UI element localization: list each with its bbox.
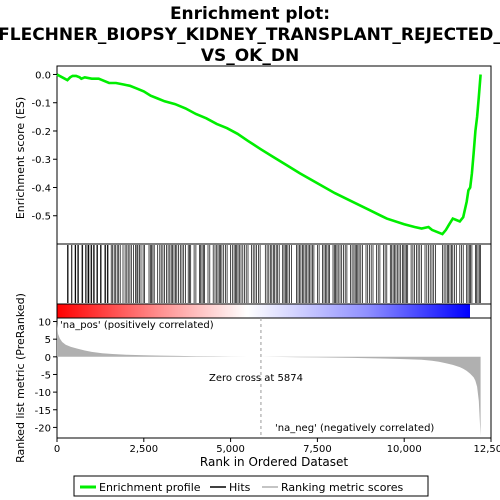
es-y-tick-label: -0.2 <box>31 127 51 138</box>
es-y-tick-label: 0.0 <box>35 70 51 81</box>
es-y-axis-ticks: 0.0 -0.1 -0.2 -0.3 -0.4 -0.5 <box>31 70 57 223</box>
rm-x-axis-label: Rank in Ordered Dataset <box>200 455 348 469</box>
es-y-tick-label: -0.3 <box>31 155 51 166</box>
rm-y-tick-label: 0 <box>45 353 51 364</box>
na-pos-label: 'na_pos' (positively correlated) <box>60 320 214 331</box>
enrichment-panel: 0.0 -0.1 -0.2 -0.3 -0.4 -0.5 Enrichment score… <box>14 65 492 245</box>
rm-x-tick-label: 12,500 <box>474 444 500 455</box>
chart-title-line-2: FLECHNER_BIOPSY_KIDNEY_TRANSPLANT_REJECT… <box>0 25 500 45</box>
es-y-tick-label: -0.4 <box>31 183 51 194</box>
rm-x-tick-label: 2,500 <box>129 444 158 455</box>
rm-x-tick-label: 7,500 <box>303 444 332 455</box>
rm-x-tick-label: 10,000 <box>387 444 422 455</box>
hits-plot-area <box>56 243 492 305</box>
rm-y-axis-label: Ranked list metric (PreRanked) <box>14 293 27 463</box>
rm-y-tick-label: -10 <box>35 388 51 399</box>
legend-hits-label: Hits <box>229 481 251 494</box>
ranking-metric-panel: 10 5 0 -5 -10 -15 -20 0 2,500 5,000 7,500 10,000 12… <box>14 293 500 469</box>
rm-y-tick-label: -20 <box>35 423 51 434</box>
rm-x-axis-ticks: 0 2,500 5,000 7,500 10,000 12,500 <box>54 438 500 455</box>
rm-y-tick-label: -5 <box>41 370 51 381</box>
rank-heatbar <box>56 303 492 319</box>
rm-y-tick-label: 5 <box>45 335 51 346</box>
rm-x-tick-label: 0 <box>54 444 60 455</box>
legend-metric-label: Ranking metric scores <box>281 481 403 494</box>
es-y-tick-label: -0.5 <box>31 212 51 223</box>
es-y-axis-label: Enrichment score (ES) <box>14 97 27 219</box>
rm-x-tick-label: 5,000 <box>216 444 245 455</box>
rm-y-tick-label: -15 <box>35 406 51 417</box>
heatbar-gradient <box>57 304 470 318</box>
legend-box <box>73 475 429 497</box>
hits-panel <box>56 243 492 305</box>
es-y-tick-label: -0.1 <box>31 99 51 110</box>
chart-title-line-3: VS_OK_DN <box>201 46 299 66</box>
legend: Enrichment profile Hits Ranking metric s… <box>73 475 429 497</box>
rm-y-tick-label: 10 <box>38 318 51 329</box>
chart-title-line-1: Enrichment plot: <box>170 4 330 24</box>
enrichment-profile-line <box>56 73 482 236</box>
enrichment-plot-area <box>56 65 492 245</box>
na-neg-label: 'na_neg' (negatively correlated) <box>275 423 434 434</box>
ranking-plot-area <box>56 317 492 439</box>
hits-marks <box>67 245 481 303</box>
zero-cross-label: Zero cross at 5874 <box>209 373 303 384</box>
legend-enrichment-label: Enrichment profile <box>99 481 201 494</box>
rm-y-axis-ticks: 10 5 0 -5 -10 -15 -20 <box>35 318 57 434</box>
